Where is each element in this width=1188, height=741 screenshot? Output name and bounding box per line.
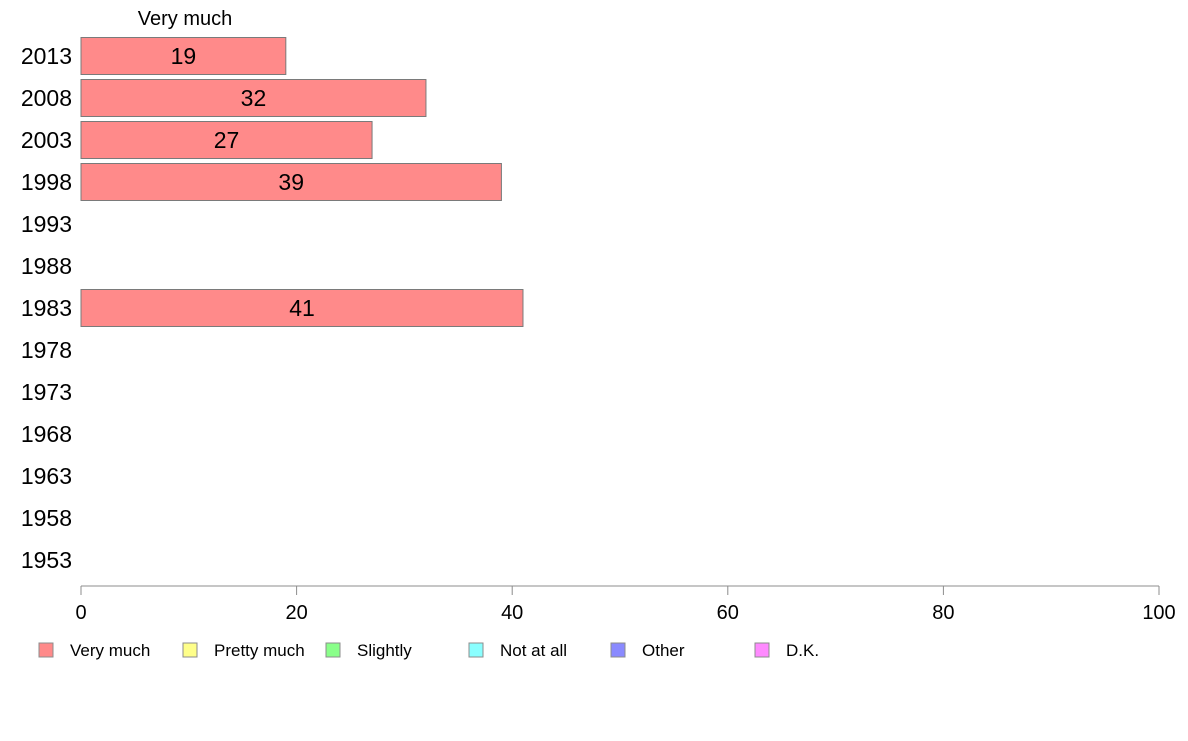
legend-swatch: [610, 642, 626, 658]
bar-value-label: 27: [214, 127, 240, 153]
legend-label: Not at all: [500, 641, 567, 660]
legend-label: D.K.: [786, 641, 819, 660]
x-tick-label: 80: [932, 602, 954, 624]
bar-value-label: 39: [278, 169, 304, 195]
year-label: 1973: [21, 379, 72, 405]
bar: [80, 289, 524, 327]
x-tick-label: 40: [501, 602, 523, 624]
year-label: 2013: [21, 43, 72, 69]
x-tick-label: 20: [285, 602, 307, 624]
legend-label: Other: [642, 641, 685, 660]
year-label: 2003: [21, 127, 72, 153]
x-tick-label: 100: [1142, 602, 1175, 624]
year-label: 1983: [21, 295, 72, 321]
legend-swatch: [754, 642, 770, 658]
legend: Very much Pretty much Slightly Not at all Ot…: [38, 641, 819, 660]
series-header: Very much: [138, 8, 232, 30]
bar-value-label: 41: [289, 295, 315, 321]
bar: [80, 121, 373, 159]
legend-swatch: [38, 642, 54, 658]
bar: [80, 79, 427, 117]
legend-swatch: [182, 642, 198, 658]
x-tick-label: 60: [717, 602, 739, 624]
legend-label: Slightly: [357, 641, 412, 660]
legend-swatch: [325, 642, 341, 658]
year-label: 1968: [21, 421, 72, 447]
year-label: 1978: [21, 337, 72, 363]
year-label: 1958: [21, 505, 72, 531]
legend-label: Pretty much: [214, 641, 305, 660]
x-axis: 0 20 40 60 80 100: [75, 585, 1176, 624]
legend-label: Very much: [70, 641, 150, 660]
bar-value-label: 19: [171, 43, 197, 69]
bar-value-label: 32: [241, 85, 267, 111]
year-label: 1993: [21, 211, 72, 237]
year-label: 1988: [21, 253, 72, 279]
bar: [80, 163, 502, 201]
year-label: 2008: [21, 85, 72, 111]
year-label: 1963: [21, 463, 72, 489]
bar: [80, 37, 287, 75]
legend-swatch: [468, 642, 484, 658]
x-tick-label: 0: [75, 602, 86, 624]
year-label: 1953: [21, 547, 72, 573]
year-label: 1998: [21, 169, 72, 195]
year-labels-layer: 2013 2008 2003 1998 1993 1988 1983 1978 1973 1968…: [21, 43, 72, 573]
